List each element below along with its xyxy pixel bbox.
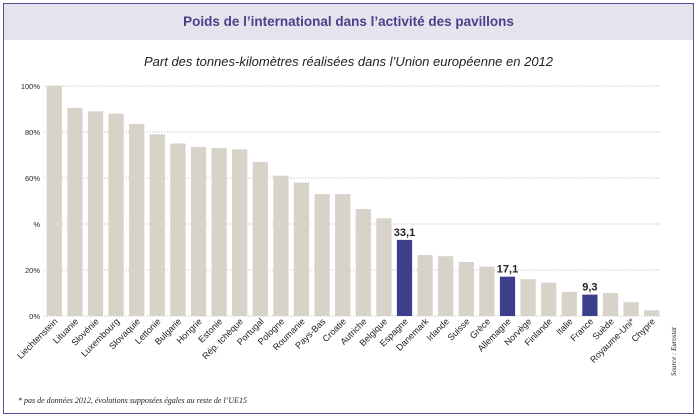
bar-15: [355, 209, 371, 316]
bar-12: [293, 182, 310, 316]
y-tick-label: 100%: [21, 82, 41, 91]
x-tick-label: Chypre: [630, 316, 658, 344]
y-tick-label: 20%: [25, 266, 40, 275]
bar-24: [541, 282, 557, 316]
x-tick-label: France: [568, 316, 595, 343]
bar-9: [232, 149, 248, 316]
y-tick-label: 0%: [29, 312, 40, 321]
bar-26: [582, 294, 598, 316]
bar-0: [46, 86, 62, 316]
bar-11: [273, 175, 289, 316]
y-axis-ticks: 0% 20%% 60% 80% 100%: [21, 82, 41, 321]
bar-22: [499, 276, 516, 316]
bar-28: [623, 302, 639, 316]
chart-title: Poids de l’international dans l’activité…: [183, 14, 514, 29]
bar-6: [170, 143, 186, 316]
bar-20: [458, 261, 474, 316]
bar-14: [335, 194, 351, 316]
bar-4: [129, 123, 145, 316]
y-tick-label: %: [33, 220, 40, 229]
title-band: Poids de l’international dans l’activité…: [4, 4, 693, 40]
bars: [46, 86, 660, 316]
bar-7: [190, 146, 207, 316]
data-label: 33,1: [394, 227, 415, 239]
bar-25: [561, 291, 577, 316]
bar-10: [252, 161, 268, 316]
bar-27: [602, 293, 619, 316]
bar-8: [211, 148, 227, 316]
bar-23: [520, 279, 536, 316]
bar-17: [396, 239, 413, 316]
bar-21: [479, 266, 495, 316]
bar-13: [314, 194, 330, 316]
bar-29: [644, 310, 660, 316]
bar-16: [376, 218, 392, 316]
bar-2: [87, 111, 104, 316]
bar-19: [438, 256, 454, 316]
data-labels: 33,1 17,1 9,3: [394, 227, 598, 294]
data-label: 9,3: [582, 282, 597, 294]
x-tick-label: Suisse: [446, 316, 472, 342]
y-tick-label: 60%: [25, 174, 40, 183]
gridlines: [44, 85, 662, 317]
chart-subtitle: Part des tonnes-kilomètres réalisées dan…: [143, 54, 554, 69]
bar-18: [417, 255, 433, 316]
bar-5: [149, 134, 165, 316]
y-tick-label: 80%: [25, 128, 40, 137]
x-axis-ticks: LiechtensteinLituanieSlovénieLuxembourgS…: [15, 316, 657, 365]
bar-3: [108, 113, 124, 316]
footnote: * pas de données 2012, évolutions suppos…: [18, 396, 247, 405]
data-label: 17,1: [497, 264, 518, 276]
bar-1: [67, 107, 83, 316]
x-tick-label: Irlande: [425, 316, 452, 343]
